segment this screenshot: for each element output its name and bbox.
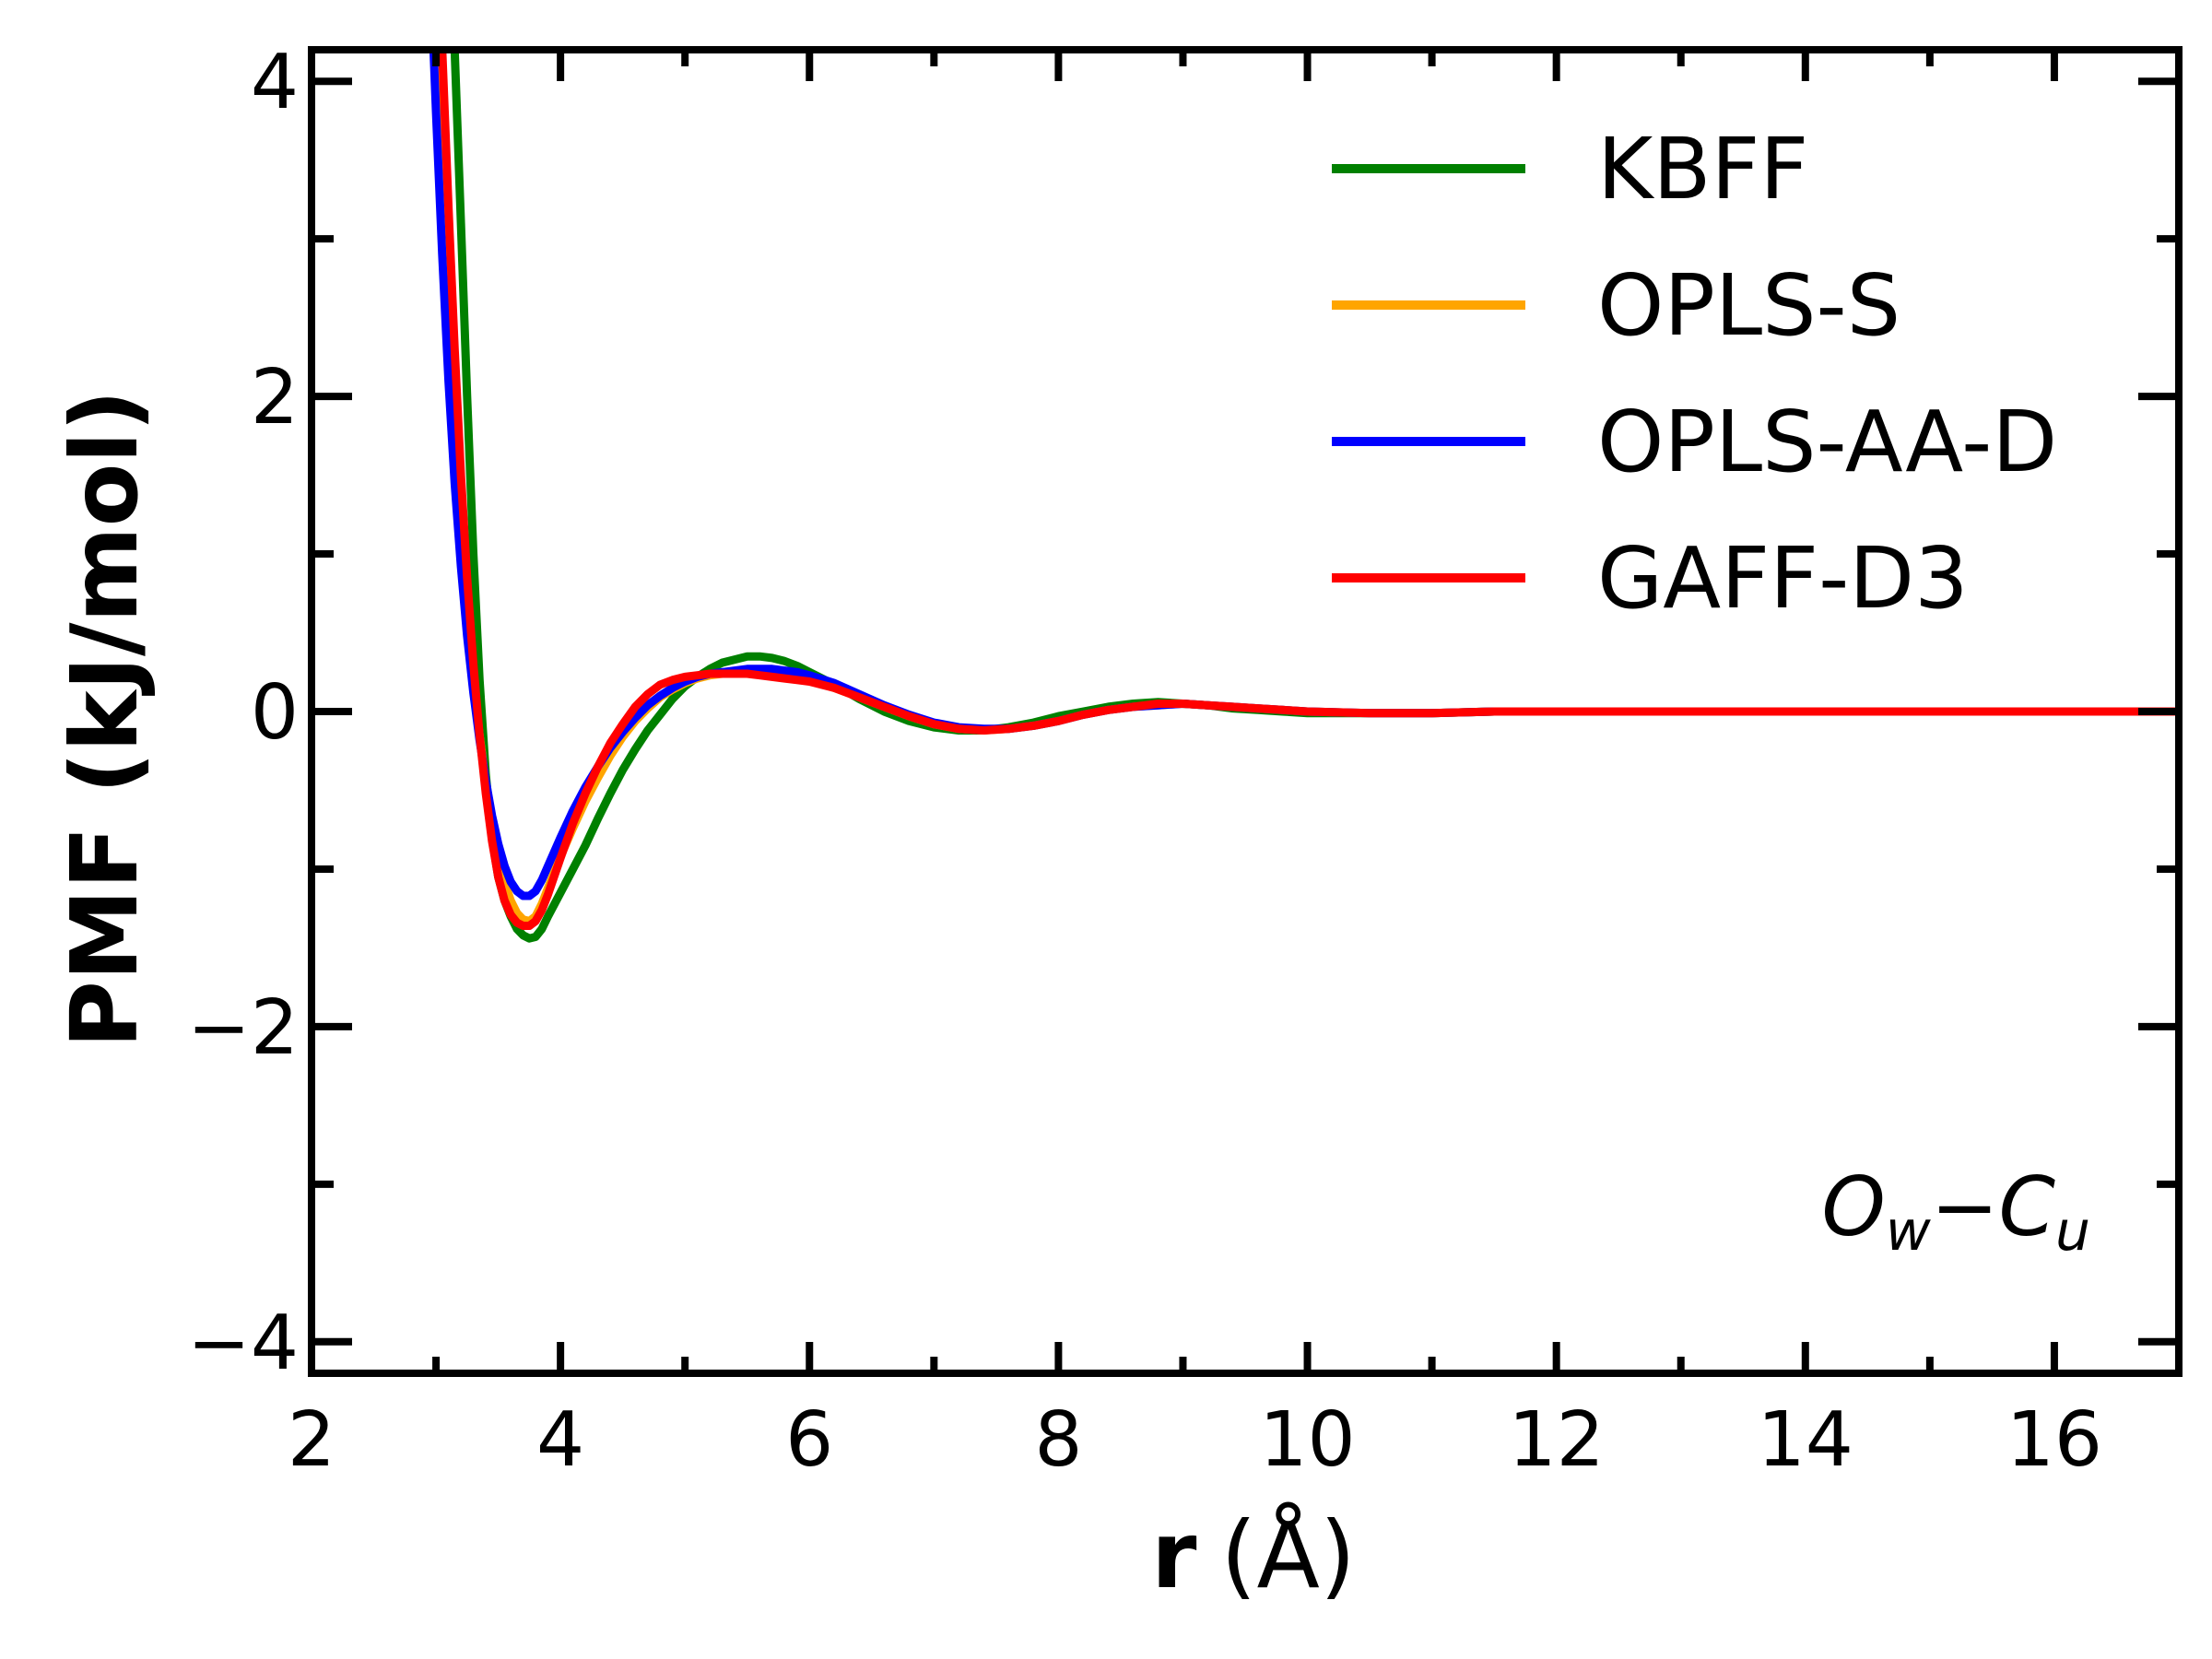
y-tick-label: 4 [251, 39, 299, 126]
tick-labels: 2 4 6 8 10 12 14 16 −4 −2 0 2 4 [187, 39, 2102, 1484]
series-layer [429, 50, 2179, 943]
ticks-layer [308, 50, 2183, 1373]
y-tick-label: 0 [251, 669, 299, 757]
series-line-gaff-d3 [438, 50, 2179, 930]
annotation-main: O [1821, 1159, 1885, 1254]
legend: KBFF OPLS-S OPLS-AA-D GAFF-D3 [1332, 120, 2057, 628]
legend-label-opls-s: OPLS-S [1597, 256, 1900, 355]
x-tick-label: 12 [1508, 1396, 1604, 1484]
x-tick-label: 8 [1034, 1396, 1082, 1484]
y-tick-label: 2 [251, 354, 299, 441]
y-tick-label: −2 [187, 984, 299, 1072]
x-tick-label: 14 [1758, 1396, 1853, 1484]
x-tick-label: 4 [536, 1396, 584, 1484]
x-tick-label: 2 [288, 1396, 335, 1484]
x-axis-label-symbol: r [1151, 1501, 1197, 1609]
x-tick-label: 16 [2006, 1396, 2102, 1484]
pair-annotation: Ow−Cu [1821, 1159, 2090, 1264]
annotation-dash-c: −C [1931, 1159, 2056, 1254]
x-tick-label: 10 [1259, 1396, 1355, 1484]
legend-label-opls-aa-d: OPLS-AA-D [1597, 393, 2057, 491]
y-axis-label: PMF (kJ/mol) [51, 390, 159, 1049]
legend-label-gaff-d3: GAFF-D3 [1597, 529, 1969, 628]
x-axis-label-unit: (Å) [1220, 1500, 1355, 1609]
annotation-sub-u: u [2055, 1199, 2090, 1264]
x-tick-label: 6 [785, 1396, 833, 1484]
y-tick-label: −4 [187, 1300, 299, 1387]
x-axis-label: r (Å) [1151, 1500, 1356, 1609]
legend-label-kbff: KBFF [1597, 120, 1808, 218]
annotation-sub-w: w [1886, 1199, 1932, 1264]
